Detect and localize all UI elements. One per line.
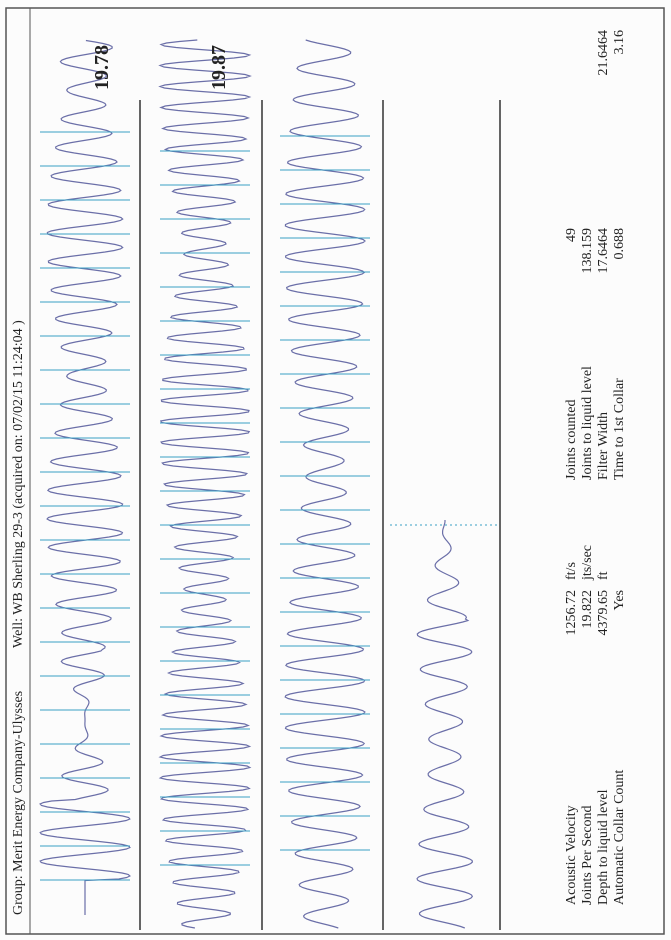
- result-label: Joints counted: [564, 400, 579, 481]
- result-label: Automatic Collar Count: [612, 770, 627, 905]
- trace-label: 19.87: [208, 45, 230, 90]
- result-value: Yes: [612, 590, 627, 610]
- result-value: 19.822: [580, 590, 595, 629]
- results: Acoustic Velocity 1256.72 ft/s Joints count…: [564, 30, 627, 905]
- result-label: Depth to liquid level: [596, 789, 611, 905]
- result-value: 138.159: [580, 228, 595, 274]
- result-value: 17.6464: [596, 228, 611, 274]
- result-label: Filter Width: [596, 412, 611, 480]
- result-value: 1256.72: [564, 590, 579, 636]
- result-unit: ft/s: [564, 562, 579, 580]
- waveform: [39, 39, 131, 915]
- well-label: Well: WB Sherling 29-3 (acquired on: 07/…: [11, 320, 26, 648]
- waveform: [284, 39, 366, 929]
- result-unit: ft: [596, 571, 611, 580]
- group-label: Group: Merit Energy Company-Ulysses: [11, 691, 26, 915]
- border: [5, 7, 665, 935]
- waveform: [158, 39, 252, 929]
- rotated-sheet: Group: Merit Energy Company-Ulysses Well…: [5, 7, 665, 935]
- result-unit: jts/sec: [580, 545, 595, 581]
- result-extra: 21.6464: [596, 30, 611, 76]
- result-label: Joints to liquid level: [580, 366, 595, 480]
- result-label: Acoustic Velocity: [564, 805, 579, 905]
- result-extra: 3.16: [612, 30, 627, 55]
- tracks: [39, 39, 501, 930]
- result-value: 0.688: [612, 228, 627, 260]
- result-value: 4379.65: [596, 590, 611, 636]
- result-label: Joints Per Second: [580, 805, 595, 905]
- waveform: [416, 520, 474, 929]
- result-value: 49: [564, 228, 579, 242]
- trace-label: 19.78: [91, 45, 113, 90]
- result-label: Time to 1st Collar: [612, 378, 627, 480]
